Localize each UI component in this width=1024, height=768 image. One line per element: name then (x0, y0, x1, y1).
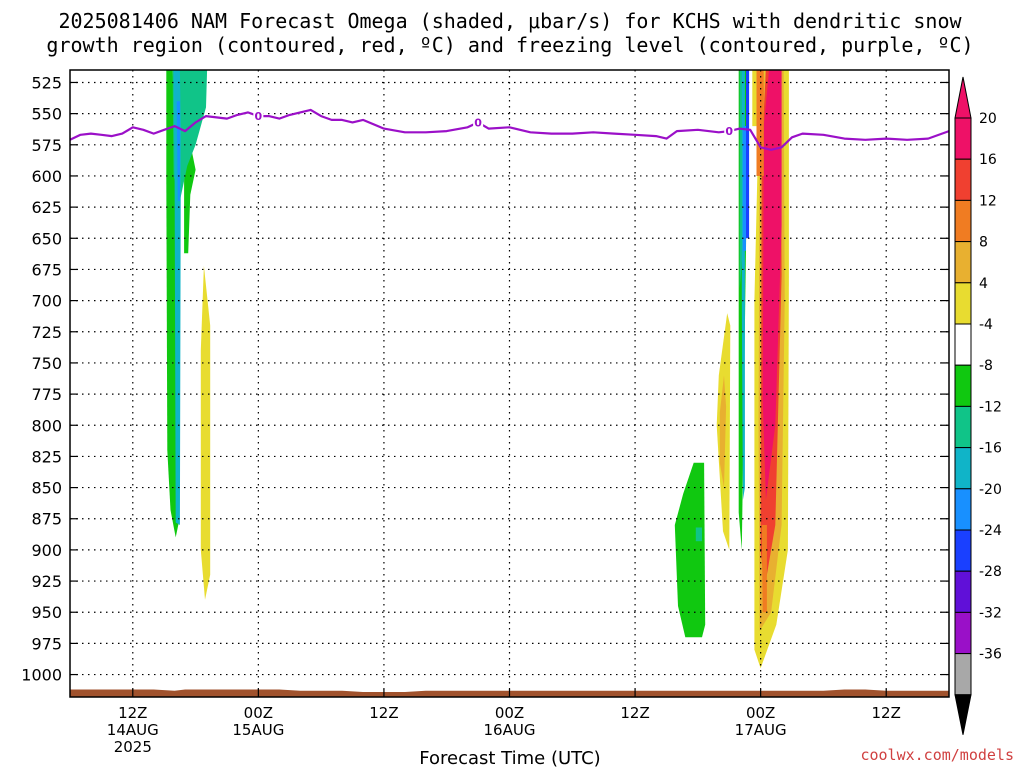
x-tick-label-84-0: 12Z (872, 704, 901, 722)
colorbar-label-11: -28 (979, 564, 1002, 580)
y-tick-label-750: 750 (31, 354, 62, 373)
x-tick-label-12-2: 2025 (114, 738, 152, 756)
y-tick-label-900: 900 (31, 541, 62, 560)
freezing-label-bg-0 (253, 109, 264, 124)
y-tick-label-950: 950 (31, 603, 62, 622)
omega-region-9 (719, 375, 727, 488)
colorbar-label-1: 16 (979, 152, 997, 168)
x-tick-label-24-0: 00Z (244, 704, 273, 722)
chart-title-line-1: 2025081406 NAM Forecast Omega (shaded, μ… (58, 9, 962, 33)
colorbar-segment-7 (954, 405, 972, 449)
colorbar-segment-5 (954, 323, 972, 366)
y-tick-label-875: 875 (31, 510, 62, 529)
freezing-level-line (69, 108, 950, 151)
omega-region-14 (746, 70, 750, 239)
y-tick-label-775: 775 (31, 385, 62, 404)
y-tick-label-600: 600 (31, 167, 62, 186)
y-tick-label-675: 675 (31, 260, 62, 279)
omega-region-19 (761, 525, 767, 613)
y-tick-label-625: 625 (31, 198, 62, 217)
x-tick-label-12-1: 14AUG (107, 721, 159, 739)
colorbar-label-13: -36 (979, 647, 1002, 663)
colorbar-segment-1 (954, 158, 972, 201)
omega-region-6 (674, 462, 706, 638)
colorbar-bottom-triangle (954, 694, 972, 735)
colorbar-label-0: 20 (979, 111, 997, 127)
freezing-level-label-2: 0 (725, 125, 733, 138)
colorbar-segment-2 (954, 199, 972, 243)
freezing-label-bg-1 (473, 115, 484, 130)
colorbar-label-7: -12 (979, 399, 1002, 415)
colorbar-label-8: -16 (979, 441, 1002, 457)
y-tick-label-550: 550 (31, 105, 62, 124)
freezing-level-label-0: 0 (255, 110, 263, 123)
omega-region-21 (752, 70, 757, 127)
colorbar-segment-12 (954, 611, 972, 655)
y-tick-label-850: 850 (31, 479, 62, 498)
y-axis: 525 550 575 600 625 650 675 700 725 750 775 800 825 8… (21, 73, 949, 685)
x-tick-label-48-0: 00Z (495, 704, 524, 722)
x-tick-label-24-1: 15AUG (232, 721, 284, 739)
colorbar: 20 16 12 8 4 -4 -8 -12 -16 -20 -24 -28 -32 -36 (954, 76, 1002, 735)
colorbar-label-12: -32 (979, 605, 1002, 621)
colorbar-segment-10 (954, 529, 972, 572)
x-tick-label-12-0: 12Z (118, 704, 147, 722)
colorbar-label-4: 4 (979, 276, 988, 292)
colorbar-segment-11 (954, 570, 972, 613)
y-tick-label-575: 575 (31, 136, 62, 155)
x-tick-label-36-0: 12Z (369, 704, 398, 722)
colorbar-label-6: -8 (979, 358, 993, 374)
y-tick-label-525: 525 (31, 73, 62, 92)
y-tick-label-800: 800 (31, 416, 62, 435)
colorbar-label-5: -4 (979, 317, 993, 333)
omega-region-5 (200, 265, 211, 600)
plot-area: 0 0 0 (69, 70, 950, 697)
x-tick-label-60-0: 12Z (620, 704, 649, 722)
colorbar-label-2: 12 (979, 193, 997, 209)
colorbar-label-9: -20 (979, 482, 1002, 498)
x-tick-label-72-0: 00Z (746, 704, 775, 722)
y-tick-label-725: 725 (31, 323, 62, 342)
y-tick-label-975: 975 (31, 634, 62, 653)
freezing-label-bg-2 (724, 124, 735, 139)
credit-text: coolwx.com/models (860, 746, 1014, 764)
freezing-level-label-1: 0 (474, 116, 482, 129)
y-tick-label-925: 925 (31, 572, 62, 591)
y-tick-label-700: 700 (31, 292, 62, 311)
colorbar-label-10: -24 (979, 523, 1002, 539)
omega-region-7 (695, 527, 702, 542)
omega-region-20 (756, 70, 764, 176)
y-tick-label-825: 825 (31, 447, 62, 466)
colorbar-segment-0 (954, 117, 972, 160)
colorbar-segment-9 (954, 488, 972, 531)
omega-region-2 (172, 70, 208, 201)
x-tick-label-72-1: 17AUG (735, 721, 787, 739)
x-tick-label-48-1: 16AUG (484, 721, 536, 739)
omega-region-13 (742, 126, 746, 251)
y-tick-label-650: 650 (31, 229, 62, 248)
colorbar-segment-6 (954, 364, 972, 407)
colorbar-segment-3 (954, 241, 972, 284)
chart-title-line-2: growth region (contoured, red, ºC) and f… (46, 33, 973, 57)
x-axis-label: Forecast Time (UTC) (419, 748, 600, 768)
omega-region-18 (762, 70, 782, 500)
colorbar-label-3: 8 (979, 235, 988, 251)
colorbar-segment-4 (954, 282, 972, 325)
y-tick-label-1000: 1000 (21, 666, 62, 685)
colorbar-segment-8 (954, 447, 972, 490)
colorbar-top-triangle (954, 76, 972, 119)
colorbar-segment-13 (954, 653, 972, 696)
